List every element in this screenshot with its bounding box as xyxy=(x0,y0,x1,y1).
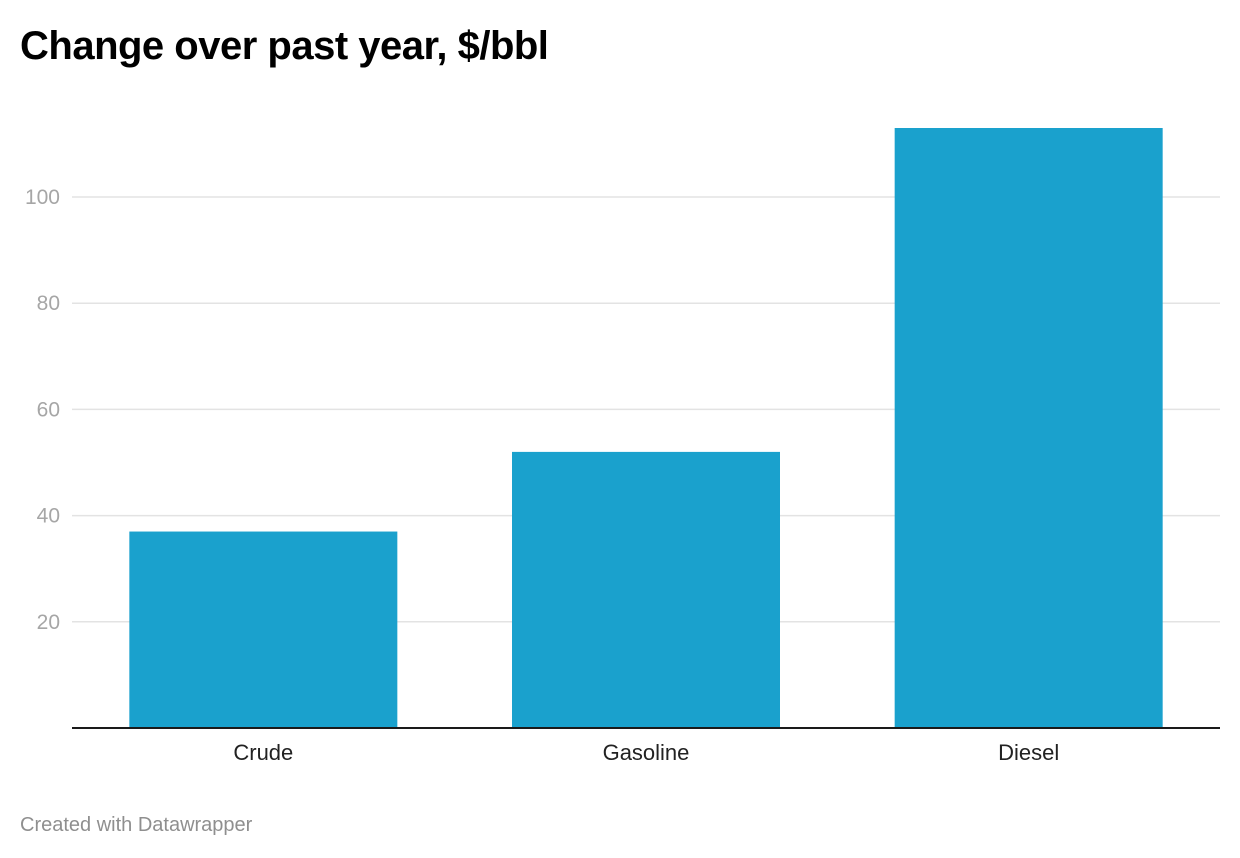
y-tick-label: 60 xyxy=(37,398,60,421)
y-tick-label: 100 xyxy=(25,186,60,209)
y-tick-label: 40 xyxy=(37,505,60,528)
chart-title: Change over past year, $/bbl xyxy=(20,24,549,68)
x-category-label: Gasoline xyxy=(603,740,690,765)
x-category-label: Diesel xyxy=(998,740,1059,765)
bar xyxy=(894,128,1163,728)
x-axis-categories: Crude Gasoline Diesel xyxy=(233,740,1059,765)
y-tick-label: 80 xyxy=(37,292,60,315)
bars xyxy=(129,128,1163,728)
bar xyxy=(129,531,398,728)
credit-note: Created with Datawrapper xyxy=(20,814,253,836)
y-axis-ticks: 20 40 60 80 100 xyxy=(25,186,60,634)
bar xyxy=(512,451,780,728)
x-category-label: Crude xyxy=(233,740,293,765)
y-tick-label: 20 xyxy=(37,611,60,634)
